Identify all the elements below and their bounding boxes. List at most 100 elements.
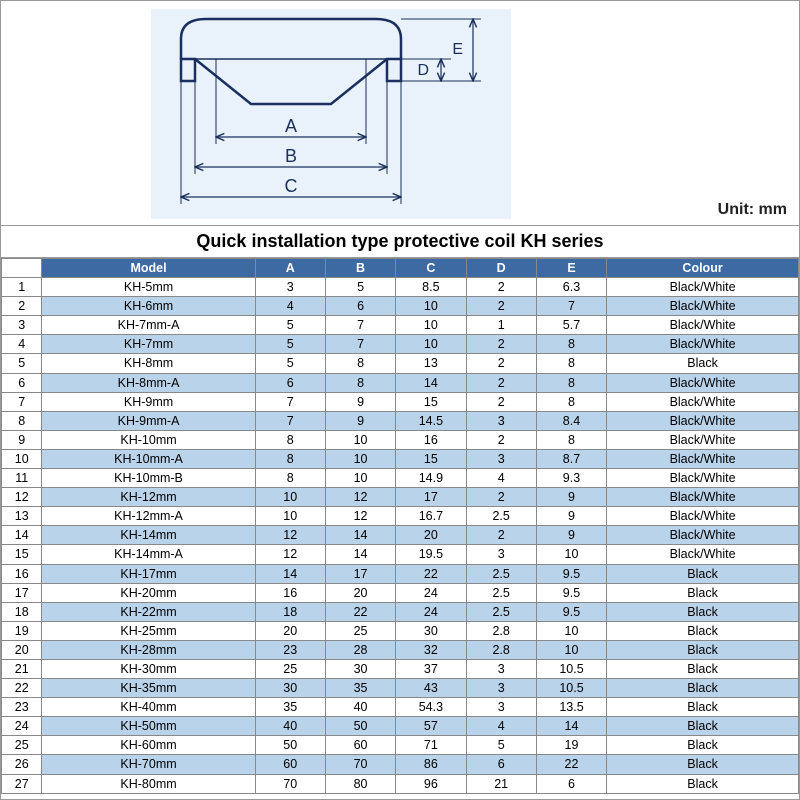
cell-idx: 17 [2, 583, 42, 602]
cell-idx: 4 [2, 335, 42, 354]
cell-d: 6 [466, 755, 536, 774]
cell-colour: Black [607, 774, 799, 793]
cell-idx: 15 [2, 545, 42, 564]
cell-c: 14.9 [396, 469, 466, 488]
table-title: Quick installation type protective coil … [1, 226, 799, 258]
cell-e: 8.7 [536, 449, 606, 468]
cell-model: KH-10mm [42, 430, 255, 449]
cell-a: 30 [255, 679, 325, 698]
cell-a: 60 [255, 755, 325, 774]
cell-a: 23 [255, 640, 325, 659]
cell-c: 32 [396, 640, 466, 659]
cell-a: 12 [255, 545, 325, 564]
table-row: 6KH-8mm-A681428Black/White [2, 373, 799, 392]
cell-c: 57 [396, 717, 466, 736]
col-header-a: A [255, 259, 325, 278]
cell-model: KH-9mm [42, 392, 255, 411]
cell-e: 8 [536, 392, 606, 411]
cell-model: KH-50mm [42, 717, 255, 736]
cell-c: 17 [396, 488, 466, 507]
cell-b: 5 [325, 278, 395, 297]
cell-a: 20 [255, 621, 325, 640]
table-header: ModelABCDEColour [2, 259, 799, 278]
cell-a: 8 [255, 469, 325, 488]
cell-c: 16.7 [396, 507, 466, 526]
cell-idx: 27 [2, 774, 42, 793]
cell-c: 10 [396, 335, 466, 354]
svg-text:B: B [285, 146, 297, 166]
cell-c: 71 [396, 736, 466, 755]
cell-colour: Black/White [607, 469, 799, 488]
cell-d: 4 [466, 717, 536, 736]
col-header-b: B [325, 259, 395, 278]
cell-a: 6 [255, 373, 325, 392]
cell-c: 19.5 [396, 545, 466, 564]
cell-b: 10 [325, 469, 395, 488]
col-header-e: E [536, 259, 606, 278]
cell-b: 10 [325, 449, 395, 468]
col-header-model: Model [42, 259, 255, 278]
cell-d: 2.8 [466, 621, 536, 640]
cell-a: 4 [255, 297, 325, 316]
cell-d: 3 [466, 545, 536, 564]
table-row: 18KH-22mm1822242.59.5Black [2, 602, 799, 621]
cell-model: KH-30mm [42, 659, 255, 678]
cell-colour: Black [607, 755, 799, 774]
table-row: 7KH-9mm791528Black/White [2, 392, 799, 411]
cell-colour: Black/White [607, 335, 799, 354]
cell-model: KH-40mm [42, 698, 255, 717]
cell-model: KH-10mm-A [42, 449, 255, 468]
cell-colour: Black/White [607, 392, 799, 411]
cell-colour: Black/White [607, 449, 799, 468]
cell-d: 1 [466, 316, 536, 335]
cell-a: 35 [255, 698, 325, 717]
cell-d: 2 [466, 488, 536, 507]
cell-b: 17 [325, 564, 395, 583]
cell-colour: Black [607, 717, 799, 736]
cell-idx: 3 [2, 316, 42, 335]
cell-c: 10 [396, 316, 466, 335]
cell-e: 7 [536, 297, 606, 316]
cell-b: 14 [325, 545, 395, 564]
cell-e: 14 [536, 717, 606, 736]
table-row: 14KH-14mm12142029Black/White [2, 526, 799, 545]
cell-b: 10 [325, 430, 395, 449]
cell-e: 9 [536, 488, 606, 507]
cell-a: 14 [255, 564, 325, 583]
cell-colour: Black [607, 736, 799, 755]
cell-colour: Black [607, 583, 799, 602]
cell-model: KH-22mm [42, 602, 255, 621]
cell-e: 8 [536, 430, 606, 449]
cell-idx: 22 [2, 679, 42, 698]
cell-b: 30 [325, 659, 395, 678]
cell-model: KH-17mm [42, 564, 255, 583]
cell-d: 2 [466, 335, 536, 354]
cell-model: KH-28mm [42, 640, 255, 659]
spec-table: ModelABCDEColour 1KH-5mm358.526.3Black/W… [1, 258, 799, 794]
table-row: 20KH-28mm2328322.810Black [2, 640, 799, 659]
table-row: 25KH-60mm506071519Black [2, 736, 799, 755]
table-row: 22KH-35mm303543310.5Black [2, 679, 799, 698]
cell-colour: Black [607, 621, 799, 640]
cell-a: 10 [255, 488, 325, 507]
cell-c: 14.5 [396, 411, 466, 430]
cell-colour: Black/White [607, 297, 799, 316]
cell-e: 19 [536, 736, 606, 755]
diagram-area: A B C D E Unit: mm [1, 1, 799, 226]
cell-model: KH-7mm-A [42, 316, 255, 335]
cell-a: 18 [255, 602, 325, 621]
cell-e: 10 [536, 545, 606, 564]
cell-a: 8 [255, 449, 325, 468]
cell-e: 9 [536, 526, 606, 545]
cell-d: 2 [466, 373, 536, 392]
table-row: 23KH-40mm354054.3313.5Black [2, 698, 799, 717]
cell-e: 13.5 [536, 698, 606, 717]
cell-d: 2 [466, 354, 536, 373]
cell-colour: Black [607, 698, 799, 717]
cell-model: KH-14mm [42, 526, 255, 545]
cell-e: 9.5 [536, 602, 606, 621]
cell-a: 5 [255, 354, 325, 373]
cell-idx: 26 [2, 755, 42, 774]
cell-b: 9 [325, 411, 395, 430]
cell-colour: Black/White [607, 373, 799, 392]
